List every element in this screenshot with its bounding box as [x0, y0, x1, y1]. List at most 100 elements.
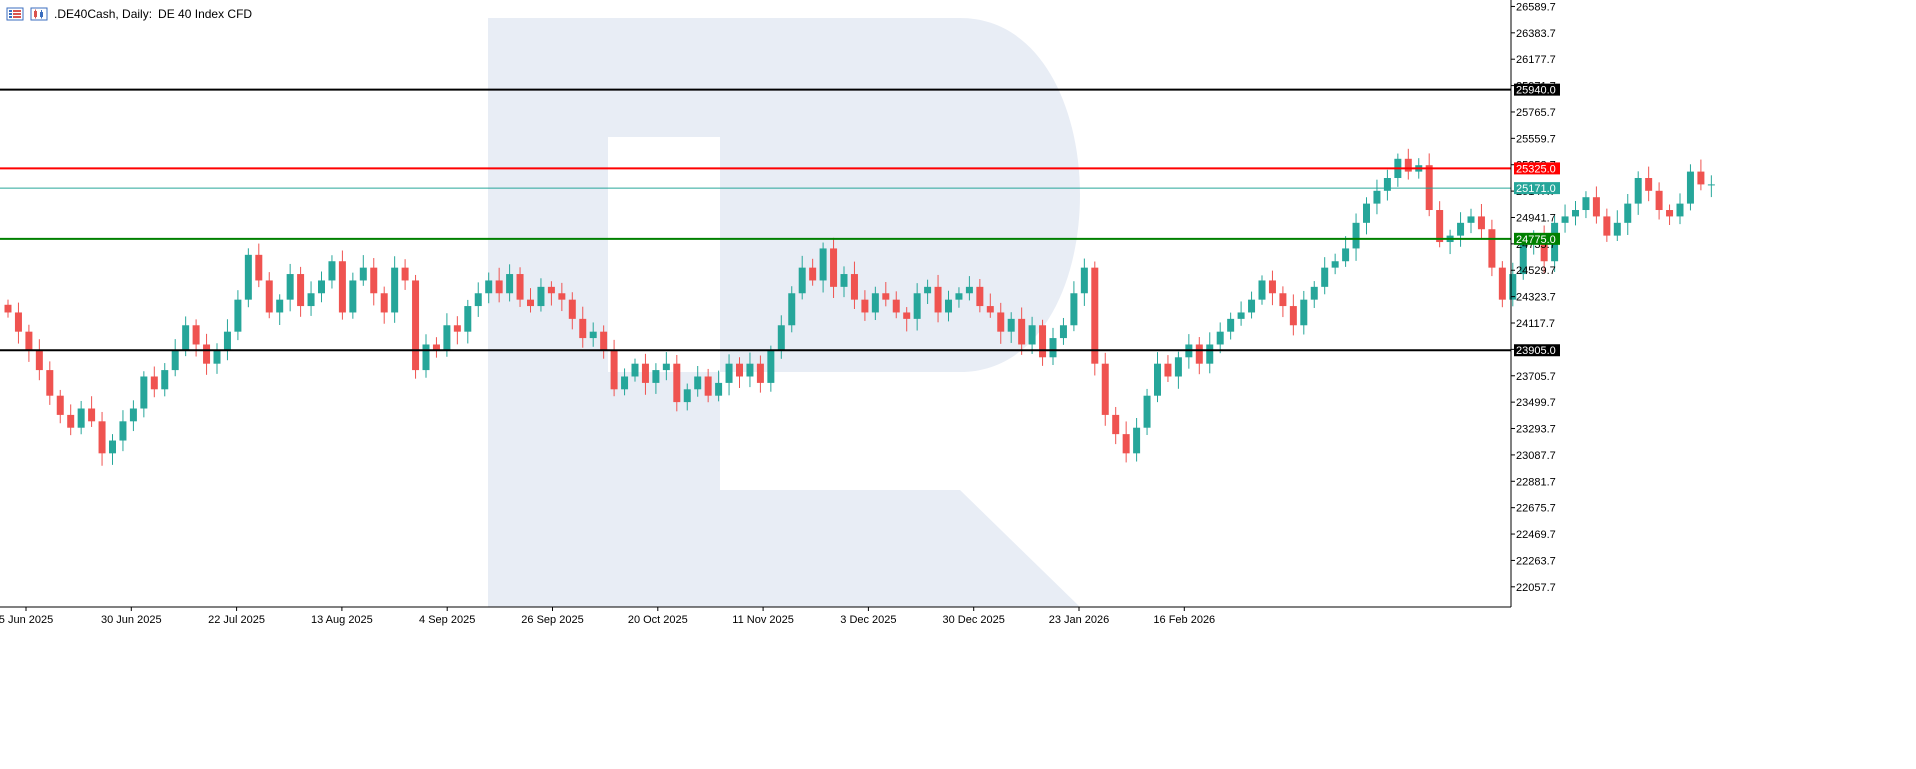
candle-body — [412, 280, 420, 371]
candle-body — [986, 306, 994, 313]
candle-body — [610, 350, 618, 390]
price-tick-label: 23087.7 — [1516, 450, 1556, 462]
candle-body — [1080, 267, 1088, 294]
time-tick-label: 23 Jan 2026 — [1049, 614, 1110, 626]
candle-body — [1112, 414, 1120, 435]
candle-body — [1655, 190, 1663, 211]
candle-body — [965, 286, 973, 294]
candle-body — [871, 293, 879, 313]
candle-body — [35, 350, 43, 371]
candle-body — [1686, 171, 1694, 204]
level-price-labels: 25940.0 25325.0 25171.0 24775.0 23905.0 — [1514, 83, 1560, 357]
candle-body — [537, 286, 545, 307]
candle-body — [140, 376, 148, 409]
candle-body — [88, 408, 96, 422]
candle-body — [244, 254, 252, 300]
candle-body — [1091, 267, 1099, 364]
candle-body — [432, 344, 440, 351]
candle-body — [1572, 210, 1579, 217]
candle-body — [1342, 248, 1350, 262]
candle-body — [798, 267, 806, 294]
candle-body — [1498, 267, 1506, 300]
candle-body — [1268, 280, 1276, 294]
candle-body — [631, 363, 639, 377]
candle-body — [882, 293, 890, 300]
candle-body — [1404, 158, 1412, 172]
candle-body — [1049, 338, 1057, 358]
candle-body — [14, 312, 22, 332]
candle-body — [161, 370, 169, 390]
price-tick-label: 25765.7 — [1516, 107, 1556, 119]
level-label-box — [1514, 162, 1560, 175]
candle-body — [255, 254, 263, 281]
candle-body — [56, 395, 64, 415]
candle-body — [318, 280, 325, 294]
candle-body — [568, 299, 576, 319]
candle-body — [1174, 357, 1182, 377]
candle-body — [1227, 318, 1235, 332]
candle-body — [527, 299, 534, 307]
candle-body — [892, 299, 900, 313]
price-tick-label: 25559.7 — [1516, 133, 1556, 145]
level-label-text: 25325.0 — [1516, 163, 1556, 175]
chart-header: .DE40Cash, Daily: DE 40 Index CFD — [6, 6, 252, 22]
candle-body — [443, 325, 451, 351]
candle-body — [1634, 178, 1642, 204]
candle-body — [641, 363, 649, 383]
candle-body — [1018, 318, 1026, 345]
candle-body — [1509, 274, 1517, 300]
candle-body — [474, 293, 482, 307]
candle-body — [1206, 344, 1214, 364]
level-label-box — [1514, 182, 1560, 195]
candle-body — [328, 261, 336, 281]
time-tick-label: 11 Nov 2025 — [732, 614, 794, 626]
candle-body — [1289, 306, 1297, 326]
chart-type-icon[interactable] — [30, 7, 48, 21]
candle-body — [1582, 197, 1590, 211]
candle-body — [850, 274, 858, 300]
candle-body — [464, 306, 472, 332]
candle-body — [422, 344, 430, 371]
candle-body — [788, 293, 796, 326]
candle-body — [25, 331, 33, 351]
candle-body — [485, 280, 493, 294]
candle-body — [558, 293, 566, 300]
candle-body — [1164, 363, 1172, 377]
candle-body — [4, 304, 12, 313]
candle-body — [1592, 197, 1600, 217]
candle-body — [380, 293, 388, 313]
chart-list-icon[interactable] — [6, 7, 24, 21]
candle-body — [1331, 261, 1339, 268]
candle-body — [234, 299, 242, 332]
candle-body — [265, 280, 273, 313]
level-label-box — [1514, 344, 1560, 357]
symbol-label: .DE40Cash, Daily: — [54, 7, 153, 21]
candle-body — [1488, 229, 1496, 268]
candle-body — [1258, 280, 1266, 300]
candle-body — [652, 370, 660, 383]
price-tick-label: 23705.7 — [1516, 371, 1556, 383]
candle-body — [506, 274, 514, 294]
candle-body — [736, 363, 743, 377]
candle-body — [67, 414, 75, 428]
candle-body — [1436, 210, 1444, 243]
candle-body — [715, 382, 723, 396]
candle-body — [1122, 434, 1130, 454]
candle-body — [338, 261, 346, 313]
time-tick-label: 4 Sep 2025 — [419, 614, 475, 626]
level-label-text: 24775.0 — [1516, 234, 1556, 246]
candle-body — [673, 363, 681, 403]
time-tick-label: 30 Jun 2025 — [101, 614, 162, 626]
level-label-box — [1514, 232, 1560, 245]
time-axis-ticks: 5 Jun 2025 30 Jun 2025 22 Jul 2025 13 Aug 2… — [0, 607, 1215, 626]
candle-body — [704, 376, 712, 396]
price-tick-label: 24117.7 — [1516, 318, 1555, 330]
candle-body — [192, 325, 200, 345]
candle-body — [621, 376, 629, 390]
level-label-box — [1514, 83, 1560, 96]
candle-body — [547, 286, 555, 294]
candle-body — [997, 312, 1005, 332]
candle-body — [453, 325, 461, 332]
candle-body — [109, 440, 116, 454]
